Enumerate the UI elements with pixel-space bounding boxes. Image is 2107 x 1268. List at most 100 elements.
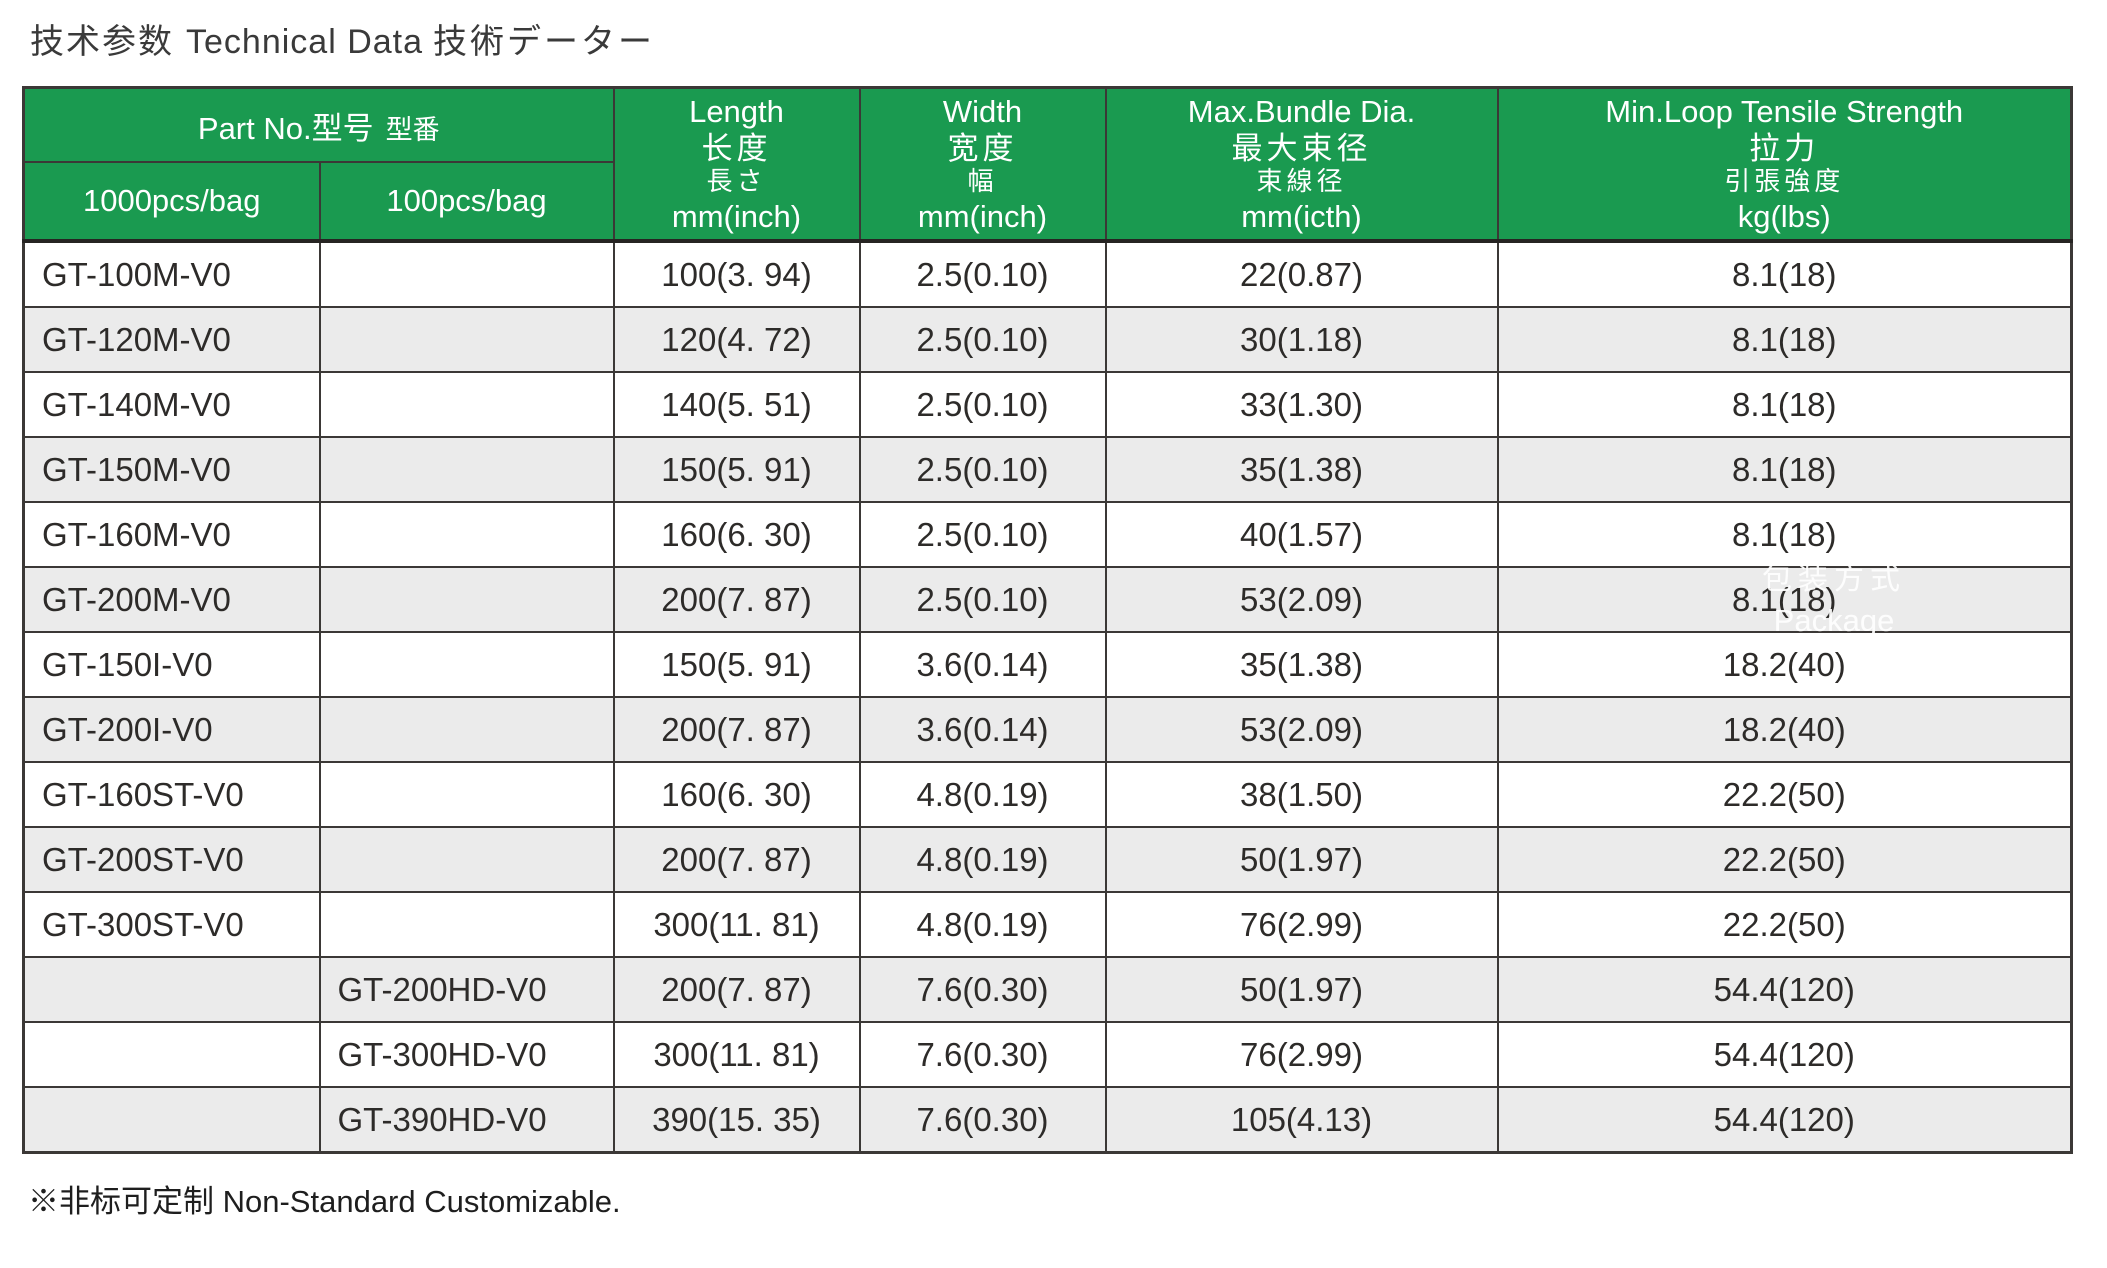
table-row: GT-120M-V0 120(4. 72) 2.5(0.10) 30(1.18) 8.1…: [22, 306, 2073, 373]
cell-part-no-100pcs: GT-390HD-V0: [318, 1086, 615, 1154]
table-row: GT-150I-V0 150(5. 91) 3.6(0.14) 35(1.38) 18.…: [22, 631, 2073, 698]
cell-tensile-strength: 54.4(120): [1496, 956, 2073, 1023]
cell-length: 200(7. 87): [612, 826, 861, 893]
table-header: Part No.型号 型番 Length 长度 長さ mm(inch) Width…: [22, 86, 2073, 242]
cell-width: 7.6(0.30): [858, 1086, 1107, 1154]
cell-part-no-100pcs: [318, 631, 615, 698]
cell-length: 200(7. 87): [612, 956, 861, 1023]
cell-tensile-strength: 22.2(50): [1496, 891, 2073, 958]
length-label-en: Length: [689, 93, 784, 129]
table-row: GT-200M-V0 200(7. 87) 2.5(0.10) 53(2.09) 8.1…: [22, 566, 2073, 633]
table-body: GT-100M-V0 100(3. 94) 2.5(0.10) 22(0.87) 8.1…: [22, 239, 2073, 1154]
cell-length: 140(5. 51): [612, 371, 861, 438]
footnote: ※非标可定制 Non-Standard Customizable.: [28, 1184, 621, 1219]
technical-data-table: Part No.型号 型番 Length 长度 長さ mm(inch) Width…: [22, 86, 2073, 1154]
col-header-length: Length 长度 長さ mm(inch): [612, 86, 861, 242]
part-no-label-en: Part No.: [197, 110, 312, 146]
cell-width: 2.5(0.10): [858, 371, 1107, 438]
table-row: GT-160M-V0 160(6. 30) 2.5(0.10) 40(1.57) 8.1…: [22, 501, 2073, 568]
cell-tensile-strength: 18.2(40): [1496, 631, 2073, 698]
cell-part-no-1000pcs: GT-120M-V0: [22, 306, 321, 373]
table-row: GT-390HD-V0 390(15. 35) 7.6(0.30) 105(4.13)…: [22, 1086, 2073, 1154]
cell-part-no-100pcs: GT-200HD-V0: [318, 956, 615, 1023]
cell-width: 7.6(0.30): [858, 1021, 1107, 1088]
width-label-cn: 宽度: [947, 130, 1018, 166]
max-bundle-label-unit: mm(icth): [1241, 198, 1362, 234]
cell-part-no-1000pcs: [22, 1086, 321, 1154]
cell-part-no-100pcs: [318, 696, 615, 763]
cell-part-no-100pcs: GT-300HD-V0: [318, 1021, 615, 1088]
part-no-label-jp: 型番: [385, 114, 440, 146]
cell-max-bundle-dia: 30(1.18): [1104, 306, 1499, 373]
width-label-unit: mm(inch): [917, 198, 1048, 234]
cell-length: 200(7. 87): [612, 696, 861, 763]
width-label-en: Width: [942, 93, 1023, 129]
table-row: GT-300HD-V0 300(11. 81) 7.6(0.30) 76(2.99) 5…: [22, 1021, 2073, 1088]
cell-max-bundle-dia: 50(1.97): [1104, 956, 1499, 1023]
max-bundle-label-cn: 最大束径: [1231, 130, 1372, 166]
table-row: GT-100M-V0 100(3. 94) 2.5(0.10) 22(0.87) 8.1…: [22, 239, 2073, 308]
tensile-label-jp: 引張強度: [1724, 166, 1845, 197]
table-row: GT-160ST-V0 160(6. 30) 4.8(0.19) 38(1.50) 22…: [22, 761, 2073, 828]
cell-part-no-100pcs: [318, 826, 615, 893]
page-title-en: Technical Data: [186, 23, 424, 61]
cell-width: 2.5(0.10): [858, 501, 1107, 568]
table-row: GT-200ST-V0 200(7. 87) 4.8(0.19) 50(1.97) 22…: [22, 826, 2073, 893]
cell-max-bundle-dia: 35(1.38): [1104, 631, 1499, 698]
cell-max-bundle-dia: 33(1.30): [1104, 371, 1499, 438]
cell-width: 2.5(0.10): [858, 239, 1107, 308]
cell-width: 2.5(0.10): [858, 306, 1107, 373]
cell-length: 100(3. 94): [612, 239, 861, 308]
col-header-max-bundle-dia: Max.Bundle Dia. 最大束径 束線径 mm(icth): [1104, 86, 1499, 242]
cell-width: 3.6(0.14): [858, 631, 1107, 698]
cell-length: 300(11. 81): [612, 891, 861, 958]
max-bundle-label-en: Max.Bundle Dia.: [1187, 93, 1416, 129]
page-title: 技术参数 Technical Data 技術データー: [30, 14, 655, 63]
cell-length: 160(6. 30): [612, 761, 861, 828]
cell-length: 150(5. 91): [612, 436, 861, 503]
cell-tensile-strength: 54.4(120): [1496, 1086, 2073, 1154]
table-row: GT-200I-V0 200(7. 87) 3.6(0.14) 53(2.09) 18.…: [22, 696, 2073, 763]
length-label-unit: mm(inch): [671, 198, 802, 234]
tensile-label-en: Min.Loop Tensile Strength: [1605, 93, 1964, 129]
cell-width: 3.6(0.14): [858, 696, 1107, 763]
table-row: GT-150M-V0 150(5. 91) 2.5(0.10) 35(1.38) 8.1…: [22, 436, 2073, 503]
cell-part-no-1000pcs: GT-200M-V0: [22, 566, 321, 633]
cell-tensile-strength: 8.1(18): [1496, 306, 2073, 373]
cell-part-no-100pcs: [318, 761, 615, 828]
cell-max-bundle-dia: 76(2.99): [1104, 891, 1499, 958]
table-row: GT-140M-V0 140(5. 51) 2.5(0.10) 33(1.30) 8.1…: [22, 371, 2073, 438]
cell-width: 4.8(0.19): [858, 891, 1107, 958]
cell-tensile-strength: 8.1(18): [1496, 371, 2073, 438]
cell-width: 4.8(0.19): [858, 761, 1107, 828]
cell-part-no-100pcs: [318, 501, 615, 568]
cell-part-no-1000pcs: [22, 1021, 321, 1088]
table-row: GT-300ST-V0 300(11. 81) 4.8(0.19) 76(2.99) 2…: [22, 891, 2073, 958]
cell-part-no-1000pcs: GT-300ST-V0: [22, 891, 321, 958]
cell-max-bundle-dia: 35(1.38): [1104, 436, 1499, 503]
cell-part-no-100pcs: [318, 566, 615, 633]
cell-part-no-100pcs: [318, 371, 615, 438]
cell-tensile-strength: 8.1(18): [1496, 566, 2073, 633]
cell-length: 120(4. 72): [612, 306, 861, 373]
cell-max-bundle-dia: 53(2.09): [1104, 566, 1499, 633]
col-header-1000pcs-bag: 1000pcs/bag: [22, 161, 321, 242]
cell-part-no-1000pcs: GT-150I-V0: [22, 631, 321, 698]
cell-length: 300(11. 81): [612, 1021, 861, 1088]
part-no-label-cn: 型号: [311, 110, 374, 146]
cell-width: 2.5(0.10): [858, 436, 1107, 503]
max-bundle-label-jp: 束線径: [1256, 166, 1347, 197]
cell-tensile-strength: 8.1(18): [1496, 501, 2073, 568]
cell-part-no-100pcs: [318, 436, 615, 503]
cell-max-bundle-dia: 105(4.13): [1104, 1086, 1499, 1154]
cell-width: 4.8(0.19): [858, 826, 1107, 893]
table-row: GT-200HD-V0 200(7. 87) 7.6(0.30) 50(1.97) 54…: [22, 956, 2073, 1023]
page-title-jp: 技術データー: [433, 23, 656, 61]
cell-length: 150(5. 91): [612, 631, 861, 698]
cell-max-bundle-dia: 40(1.57): [1104, 501, 1499, 568]
cell-part-no-1000pcs: GT-140M-V0: [22, 371, 321, 438]
cell-part-no-100pcs: [318, 239, 615, 308]
col-header-tensile-strength: Min.Loop Tensile Strength 拉力 引張強度 kg(lbs…: [1496, 86, 2073, 242]
cell-part-no-1000pcs: GT-200ST-V0: [22, 826, 321, 893]
page-title-cn: 技术参数: [30, 23, 174, 61]
